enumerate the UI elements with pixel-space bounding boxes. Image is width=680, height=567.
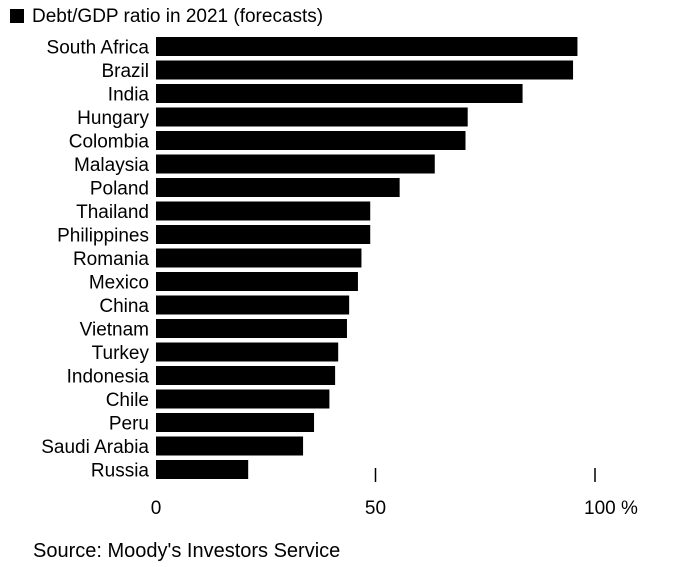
bar bbox=[156, 37, 577, 56]
category-label: Vietnam bbox=[80, 320, 149, 341]
bar bbox=[156, 202, 370, 221]
bars bbox=[156, 37, 577, 479]
bar bbox=[156, 296, 349, 315]
category-label: Thailand bbox=[76, 202, 149, 223]
bar bbox=[156, 155, 435, 174]
category-label: Mexico bbox=[89, 273, 149, 294]
bar bbox=[156, 131, 465, 150]
category-label: Peru bbox=[109, 414, 149, 435]
category-label: Chile bbox=[106, 390, 149, 411]
bar bbox=[156, 460, 248, 479]
bar bbox=[156, 319, 347, 338]
category-label: Malaysia bbox=[74, 155, 149, 176]
category-label: South Africa bbox=[47, 38, 150, 59]
category-label: Indonesia bbox=[67, 367, 150, 388]
category-label: Saudi Arabia bbox=[41, 437, 149, 458]
bar bbox=[156, 343, 338, 362]
category-label: Romania bbox=[73, 249, 149, 270]
bar bbox=[156, 390, 329, 409]
category-label: Hungary bbox=[77, 108, 149, 129]
x-tick-label: 100 % bbox=[584, 498, 638, 519]
bar bbox=[156, 366, 335, 385]
bar bbox=[156, 272, 358, 291]
x-tick-label: 0 bbox=[151, 498, 162, 519]
bar bbox=[156, 108, 468, 127]
category-label: Russia bbox=[91, 461, 150, 482]
bar bbox=[156, 413, 314, 432]
bar bbox=[156, 249, 361, 268]
chart-legend: Debt/GDP ratio in 2021 (forecasts) bbox=[10, 6, 323, 27]
bar bbox=[156, 84, 523, 103]
category-label: Colombia bbox=[69, 132, 150, 153]
x-tick-label: 50 bbox=[365, 498, 386, 519]
category-label: Brazil bbox=[101, 61, 149, 82]
legend-swatch bbox=[10, 9, 24, 23]
category-label: India bbox=[108, 85, 150, 106]
bar bbox=[156, 178, 400, 197]
category-label: China bbox=[99, 296, 149, 317]
category-label: Poland bbox=[90, 179, 149, 200]
bar bbox=[156, 61, 573, 80]
category-label: Turkey bbox=[92, 343, 150, 364]
bar bbox=[156, 225, 370, 244]
legend-label: Debt/GDP ratio in 2021 (forecasts) bbox=[32, 6, 323, 27]
bar bbox=[156, 437, 303, 456]
category-label: Philippines bbox=[57, 226, 149, 247]
source-note: Source: Moody's Investors Service bbox=[33, 539, 340, 563]
debt-gdp-bar-chart: Debt/GDP ratio in 2021 (forecasts) South… bbox=[0, 0, 680, 567]
